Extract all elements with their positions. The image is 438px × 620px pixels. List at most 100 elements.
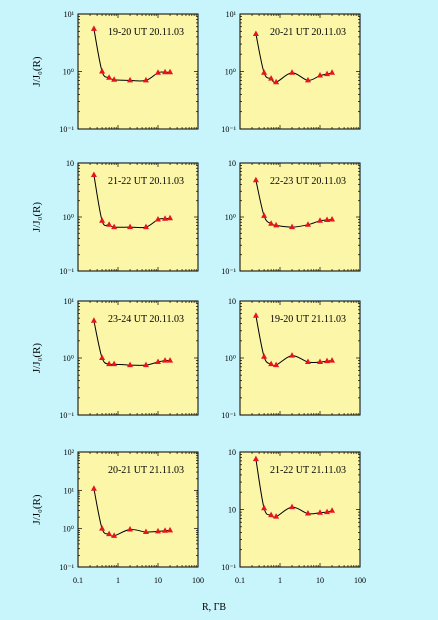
y-tick-label: 10⁰	[225, 213, 236, 222]
panel-title: 20-21 UT 20.11.03	[270, 27, 346, 38]
data-marker	[90, 25, 97, 31]
data-marker	[304, 510, 311, 516]
data-marker	[111, 532, 118, 538]
data-marker	[167, 357, 174, 363]
data-marker	[252, 312, 259, 318]
data-marker	[329, 357, 336, 363]
data-marker	[304, 358, 311, 365]
data-marker	[261, 353, 268, 359]
panel-6: 10 10⁰ 10⁻¹ 19-20 UT 21.11.03	[221, 297, 361, 420]
data-marker	[90, 171, 97, 177]
panel-title: 20-21 UT 21.11.03	[108, 465, 184, 476]
y-tick-label: 10	[228, 297, 236, 306]
x-tick-label: 1	[278, 576, 282, 585]
data-marker	[261, 212, 268, 218]
data-marker	[268, 75, 275, 81]
data-marker	[273, 513, 280, 519]
y-tick-label: 10⁰	[63, 354, 74, 363]
data-marker	[90, 317, 97, 323]
data-marker	[252, 176, 259, 183]
panel-frame	[77, 300, 199, 416]
data-marker	[142, 223, 149, 230]
x-tick-label: 10	[154, 576, 162, 585]
data-marker	[289, 352, 296, 358]
data-marker	[106, 74, 113, 80]
data-marker	[111, 223, 118, 230]
y-tick-label: 10¹	[64, 10, 75, 19]
data-marker	[142, 528, 149, 534]
data-marker	[317, 358, 323, 365]
y-tick-label: 10⁻¹	[221, 267, 236, 276]
x-tick-label: 100	[354, 576, 366, 585]
y-axis-label: J/J₀(R)	[31, 202, 43, 232]
data-marker	[127, 361, 134, 368]
data-marker	[127, 223, 134, 230]
y-tick-label: 10	[66, 159, 74, 168]
y-tick-label: 10⁻¹	[221, 411, 236, 420]
data-marker	[99, 217, 106, 223]
data-marker	[329, 507, 336, 513]
panel-frame	[77, 13, 199, 130]
data-marker	[261, 504, 268, 511]
data-marker	[329, 69, 336, 75]
data-marker	[324, 70, 331, 77]
y-tick-label: 10¹	[226, 10, 237, 19]
data-marker	[111, 76, 118, 82]
data-marker	[252, 30, 259, 36]
data-marker	[99, 525, 106, 531]
data-marker	[127, 76, 134, 83]
y-tick-label: 10	[228, 448, 236, 457]
panel-2: 10¹ 10⁰ 10⁻¹ 20-21 UT 20.11.03	[221, 10, 361, 134]
y-tick-label: 10⁰	[63, 213, 74, 222]
x-tick-label: 1	[116, 576, 120, 585]
panel-title: 22-23 UT 20.11.03	[270, 176, 346, 187]
data-marker	[324, 508, 331, 515]
data-marker	[142, 361, 149, 368]
panel-1: 10¹ 10⁰ 10⁻¹ J/J₀(R) 19-20 UT 20.11.03	[31, 10, 199, 134]
data-marker	[106, 221, 113, 227]
data-marker	[167, 68, 174, 75]
y-tick-label: 10⁻¹	[221, 563, 236, 572]
data-marker	[162, 68, 169, 75]
data-marker	[111, 360, 118, 367]
panel-title: 23-24 UT 20.11.03	[108, 314, 184, 325]
data-marker	[155, 527, 161, 534]
data-marker	[304, 221, 311, 227]
x-axis-label: R, ГВ	[202, 602, 226, 613]
y-tick-label: 10¹	[64, 297, 75, 306]
data-marker	[268, 220, 275, 226]
data-marker	[167, 526, 174, 533]
y-axis-label: J/J₀(R)	[31, 494, 43, 524]
data-marker	[324, 216, 331, 222]
panel-8: 10 10 10⁻¹ 0.1 1 10 100 21-22 UT 21.11.03	[221, 448, 366, 585]
data-marker	[127, 526, 134, 532]
panel-3: 10 10⁰ 10⁻¹ J/J₀(R) 21-22 UT 20.11.03	[31, 159, 199, 276]
x-tick-label: 0.1	[235, 576, 245, 585]
panel-title: 21-22 UT 20.11.03	[108, 176, 184, 187]
data-marker	[273, 361, 280, 368]
x-tick-label: 0.1	[73, 576, 83, 585]
data-marker	[99, 354, 106, 360]
data-marker	[268, 360, 275, 367]
data-marker	[99, 68, 106, 74]
y-axis-label: J/J₀(R)	[31, 343, 43, 373]
y-tick-label: 10²	[64, 448, 75, 457]
panel-frame	[77, 162, 199, 272]
data-marker	[155, 69, 161, 75]
panel-frame	[239, 13, 361, 130]
panel-title: 19-20 UT 20.11.03	[108, 27, 184, 38]
data-marker	[273, 78, 280, 85]
y-tick-label: 10⁰	[225, 354, 236, 363]
data-marker	[162, 215, 169, 221]
data-marker	[261, 69, 268, 75]
y-tick-label: 10¹	[64, 486, 75, 495]
data-marker	[90, 485, 97, 491]
y-tick-label: 10	[228, 159, 236, 168]
panel-title: 19-20 UT 21.11.03	[270, 314, 346, 325]
y-axis-label: J/J₀(R)	[31, 56, 43, 86]
y-tick-label: 10	[228, 506, 236, 515]
data-marker	[289, 503, 296, 510]
data-marker	[155, 358, 161, 365]
panel-title: 21-22 UT 21.11.03	[270, 465, 346, 476]
